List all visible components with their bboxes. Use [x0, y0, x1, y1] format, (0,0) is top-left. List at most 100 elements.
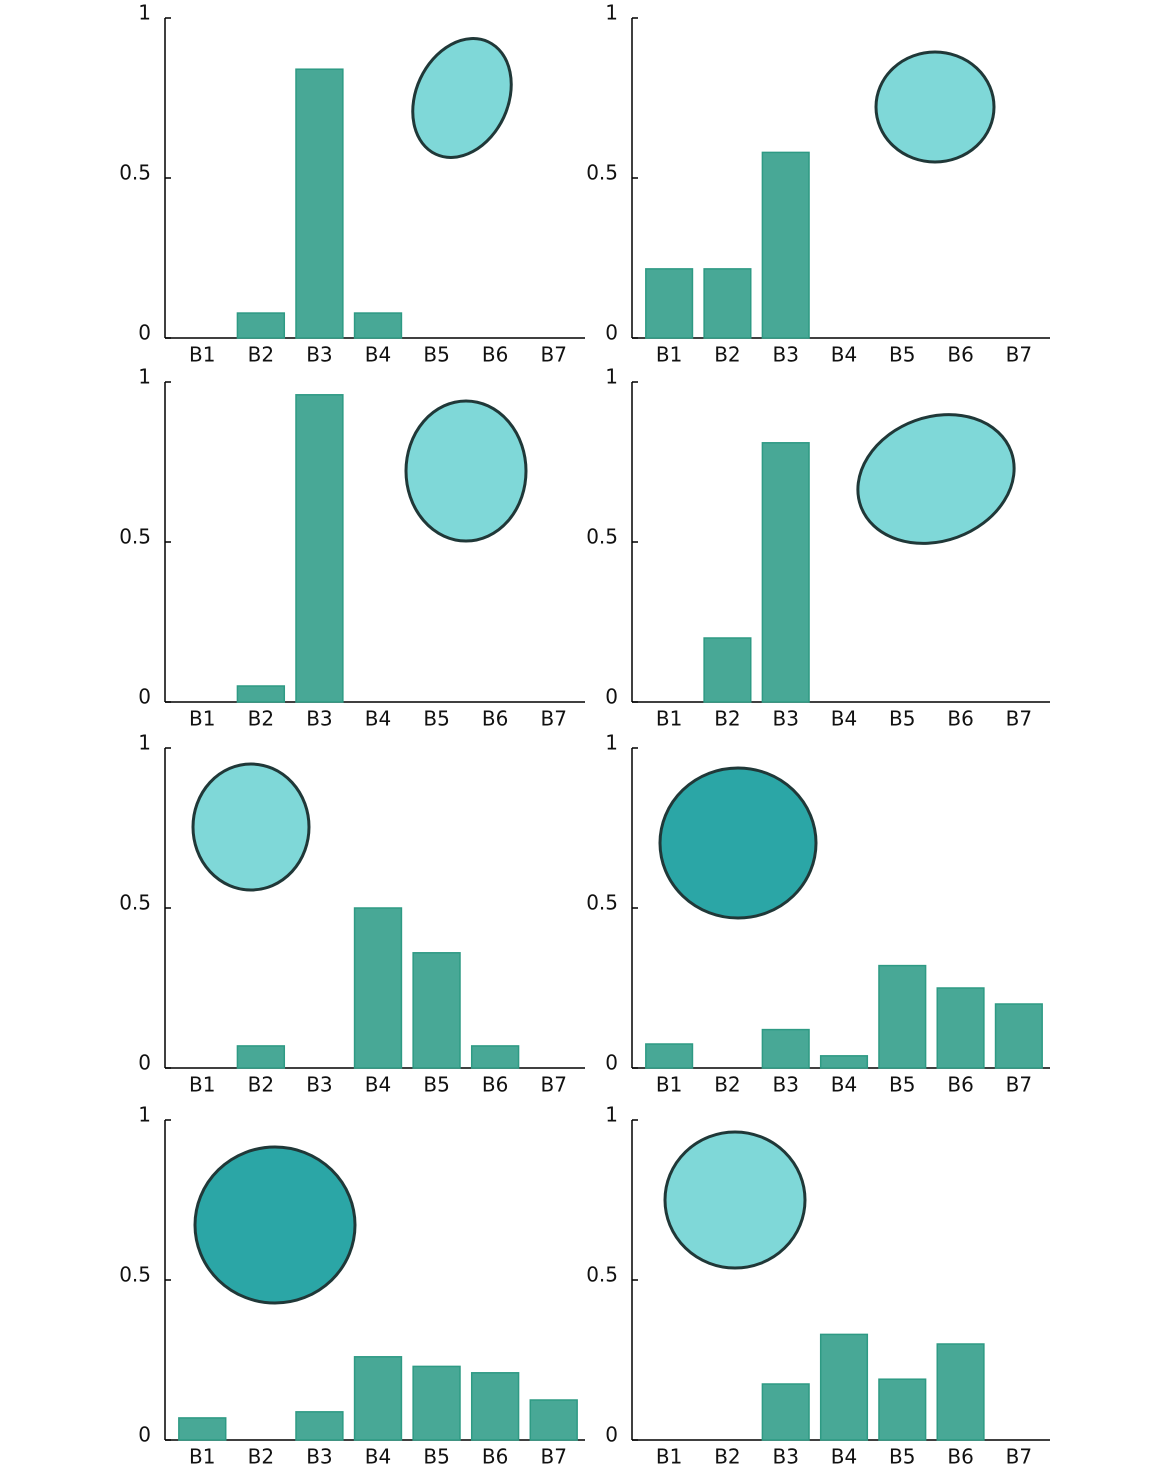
blob — [665, 1132, 805, 1268]
y-tick-label: 1 — [138, 731, 151, 755]
blob — [394, 22, 530, 173]
x-tick-label: B6 — [482, 343, 508, 367]
x-tick-label: B2 — [714, 707, 740, 731]
x-tick-label: B7 — [1006, 1073, 1032, 1097]
bar — [237, 686, 284, 702]
y-tick-label: 1 — [138, 1, 151, 25]
x-tick-label: B5 — [889, 343, 915, 367]
y-tick-label: 0 — [138, 1051, 151, 1075]
x-tick-label: B1 — [189, 343, 215, 367]
x-tick-label: B1 — [656, 1073, 682, 1097]
x-tick-label: B3 — [306, 343, 332, 367]
bar — [821, 1056, 868, 1068]
bar — [937, 1344, 984, 1440]
x-tick-label: B6 — [482, 1445, 508, 1469]
x-tick-label: B3 — [306, 1073, 332, 1097]
bar — [355, 908, 402, 1068]
x-tick-label: B7 — [1006, 707, 1032, 731]
x-tick-label: B6 — [947, 707, 973, 731]
y-tick-label: 0.5 — [586, 161, 618, 185]
bar — [472, 1373, 519, 1440]
blob — [876, 52, 994, 162]
x-tick-label: B2 — [248, 707, 274, 731]
y-tick-label: 1 — [605, 1103, 618, 1127]
x-tick-label: B3 — [772, 1073, 798, 1097]
y-tick-label: 0.5 — [119, 525, 151, 549]
x-tick-label: B3 — [772, 707, 798, 731]
x-tick-label: B4 — [831, 1445, 857, 1469]
y-tick-label: 1 — [605, 731, 618, 755]
y-tick-label: 0 — [138, 685, 151, 709]
x-tick-label: B2 — [714, 1073, 740, 1097]
x-tick-label: B4 — [365, 707, 391, 731]
bar — [530, 1400, 577, 1440]
x-tick-label: B7 — [540, 1445, 566, 1469]
y-tick-label: 1 — [605, 365, 618, 389]
x-tick-label: B2 — [714, 1445, 740, 1469]
blob — [840, 393, 1033, 564]
y-tick-label: 0 — [138, 321, 151, 345]
x-tick-label: B3 — [772, 343, 798, 367]
bar — [879, 966, 926, 1068]
bar — [704, 269, 751, 338]
bar — [821, 1334, 868, 1440]
x-tick-label: B4 — [831, 707, 857, 731]
x-tick-label: B5 — [889, 1445, 915, 1469]
x-tick-label: B7 — [1006, 343, 1032, 367]
x-tick-label: B6 — [482, 1073, 508, 1097]
x-tick-label: B2 — [714, 343, 740, 367]
y-tick-label: 1 — [605, 1, 618, 25]
bar — [704, 638, 751, 702]
x-tick-label: B5 — [423, 707, 449, 731]
bar — [762, 152, 809, 338]
bar — [237, 1046, 284, 1068]
x-tick-label: B5 — [889, 707, 915, 731]
y-tick-label: 0.5 — [586, 1263, 618, 1287]
y-tick-label: 1 — [138, 365, 151, 389]
bar — [996, 1004, 1043, 1068]
y-tick-label: 0.5 — [586, 525, 618, 549]
y-tick-label: 0 — [138, 1423, 151, 1447]
x-tick-label: B7 — [540, 707, 566, 731]
bar — [237, 313, 284, 338]
x-tick-label: B4 — [831, 1073, 857, 1097]
bar — [937, 988, 984, 1068]
bar — [762, 443, 809, 702]
x-tick-label: B1 — [656, 343, 682, 367]
y-tick-label: 0.5 — [119, 161, 151, 185]
x-tick-label: B7 — [1006, 1445, 1032, 1469]
blob — [660, 768, 816, 918]
bar — [296, 1412, 343, 1440]
x-tick-label: B6 — [947, 1073, 973, 1097]
x-tick-label: B3 — [306, 1445, 332, 1469]
y-tick-label: 0.5 — [119, 1263, 151, 1287]
x-tick-label: B6 — [947, 1445, 973, 1469]
y-tick-label: 0.5 — [119, 891, 151, 915]
x-tick-label: B7 — [540, 343, 566, 367]
x-tick-label: B4 — [831, 343, 857, 367]
x-tick-label: B1 — [656, 707, 682, 731]
y-tick-label: 0 — [605, 685, 618, 709]
chart-grid: 0 0.5 1 B1 B2 B3 B4 B5 B6 B7 0 0.5 1 B1 B2 B3 B4 B5 B6 B7 0 0… — [0, 0, 1166, 1475]
x-tick-label: B2 — [248, 343, 274, 367]
y-tick-label: 0.5 — [586, 891, 618, 915]
x-tick-label: B5 — [423, 343, 449, 367]
blob — [193, 764, 309, 890]
bar — [413, 1366, 460, 1440]
bar — [762, 1384, 809, 1440]
bar — [472, 1046, 519, 1068]
x-tick-label: B5 — [423, 1073, 449, 1097]
bar — [762, 1030, 809, 1068]
x-tick-label: B5 — [889, 1073, 915, 1097]
y-tick-label: 1 — [138, 1103, 151, 1127]
y-tick-label: 0 — [605, 1423, 618, 1447]
x-tick-label: B1 — [656, 1445, 682, 1469]
bar — [413, 953, 460, 1068]
x-tick-label: B5 — [423, 1445, 449, 1469]
blob — [406, 401, 526, 541]
bar — [296, 69, 343, 338]
bar — [179, 1418, 226, 1440]
x-tick-label: B3 — [306, 707, 332, 731]
x-tick-label: B4 — [365, 1073, 391, 1097]
x-tick-label: B6 — [482, 707, 508, 731]
